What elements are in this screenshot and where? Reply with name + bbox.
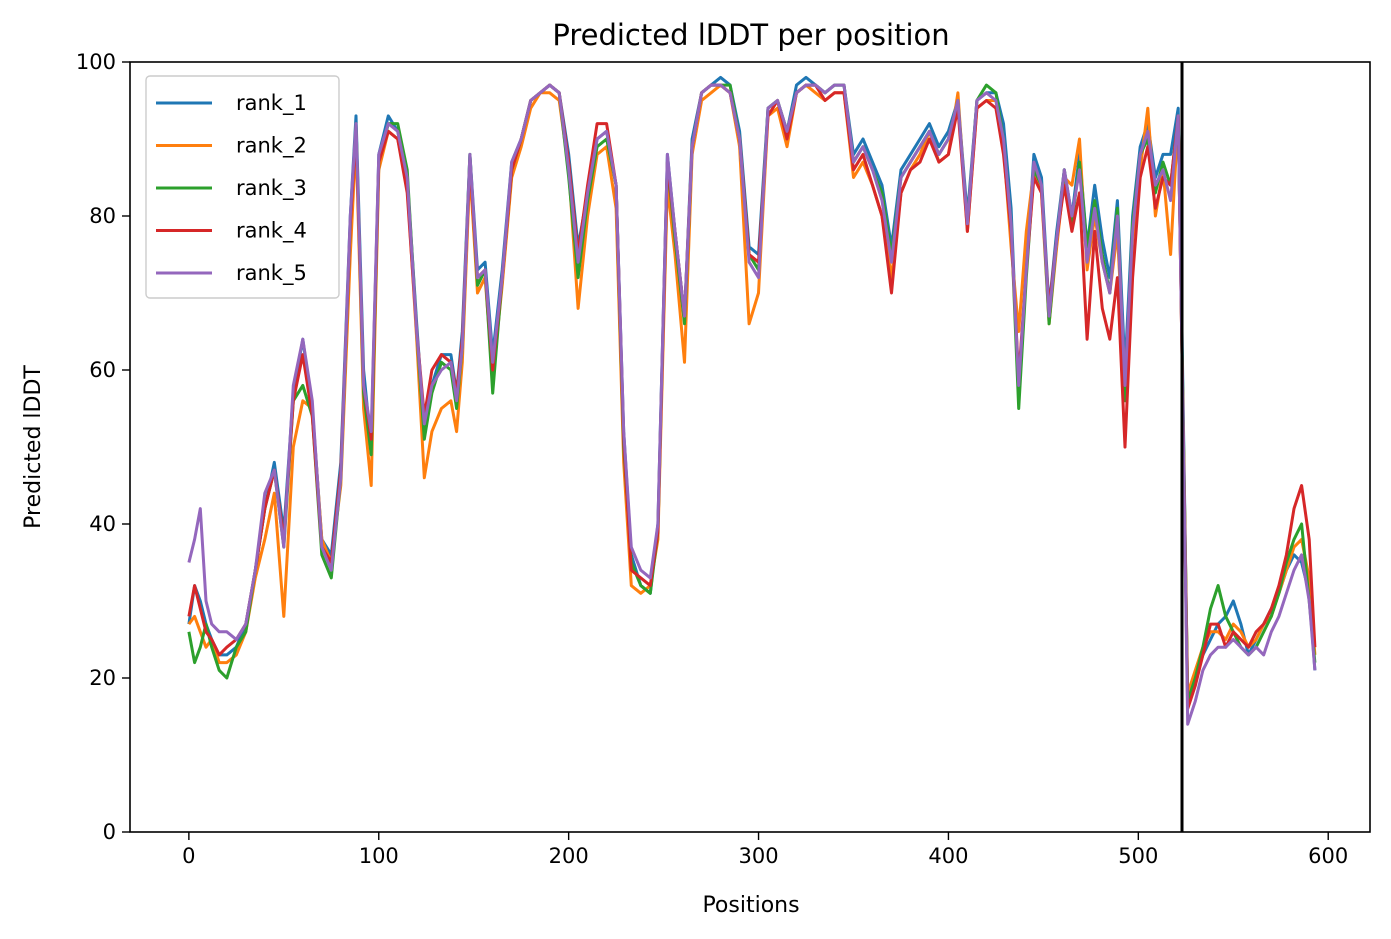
x-tick-label: 300 [738,844,778,868]
axis-ticks: 0 100 200 300 400 500 600 0 20 40 60 80 100 [76,50,1348,868]
legend: rank_1 rank_2 rank_3 rank_4 rank_5 [145,75,340,299]
x-tick-label: 0 [182,844,195,868]
legend-label: rank_1 [236,91,307,116]
y-tick-label: 60 [89,358,116,382]
y-tick-label: 20 [89,666,116,690]
x-tick-label: 100 [359,844,399,868]
x-tick-label: 500 [1118,844,1158,868]
chart-title: Predicted lDDT per position [552,18,949,52]
legend-label: rank_5 [236,261,307,286]
plot-frame [129,61,1371,833]
legend-box [145,75,340,299]
y-tick-label: 0 [103,820,116,844]
y-tick-label: 80 [89,204,116,228]
x-tick-label: 600 [1308,844,1348,868]
y-tick-label: 100 [76,50,116,74]
legend-label: rank_4 [236,219,307,244]
legend-label: rank_2 [236,134,307,159]
y-axis-label: Predicted lDDT [21,365,46,529]
x-axis-label: Positions [702,893,799,918]
series-lines [187,75,1317,726]
legend-label: rank_3 [236,176,307,201]
x-tick-label: 200 [549,844,589,868]
y-tick-label: 40 [89,512,116,536]
series-line-rank-5 [187,83,1317,726]
x-tick-label: 400 [928,844,968,868]
